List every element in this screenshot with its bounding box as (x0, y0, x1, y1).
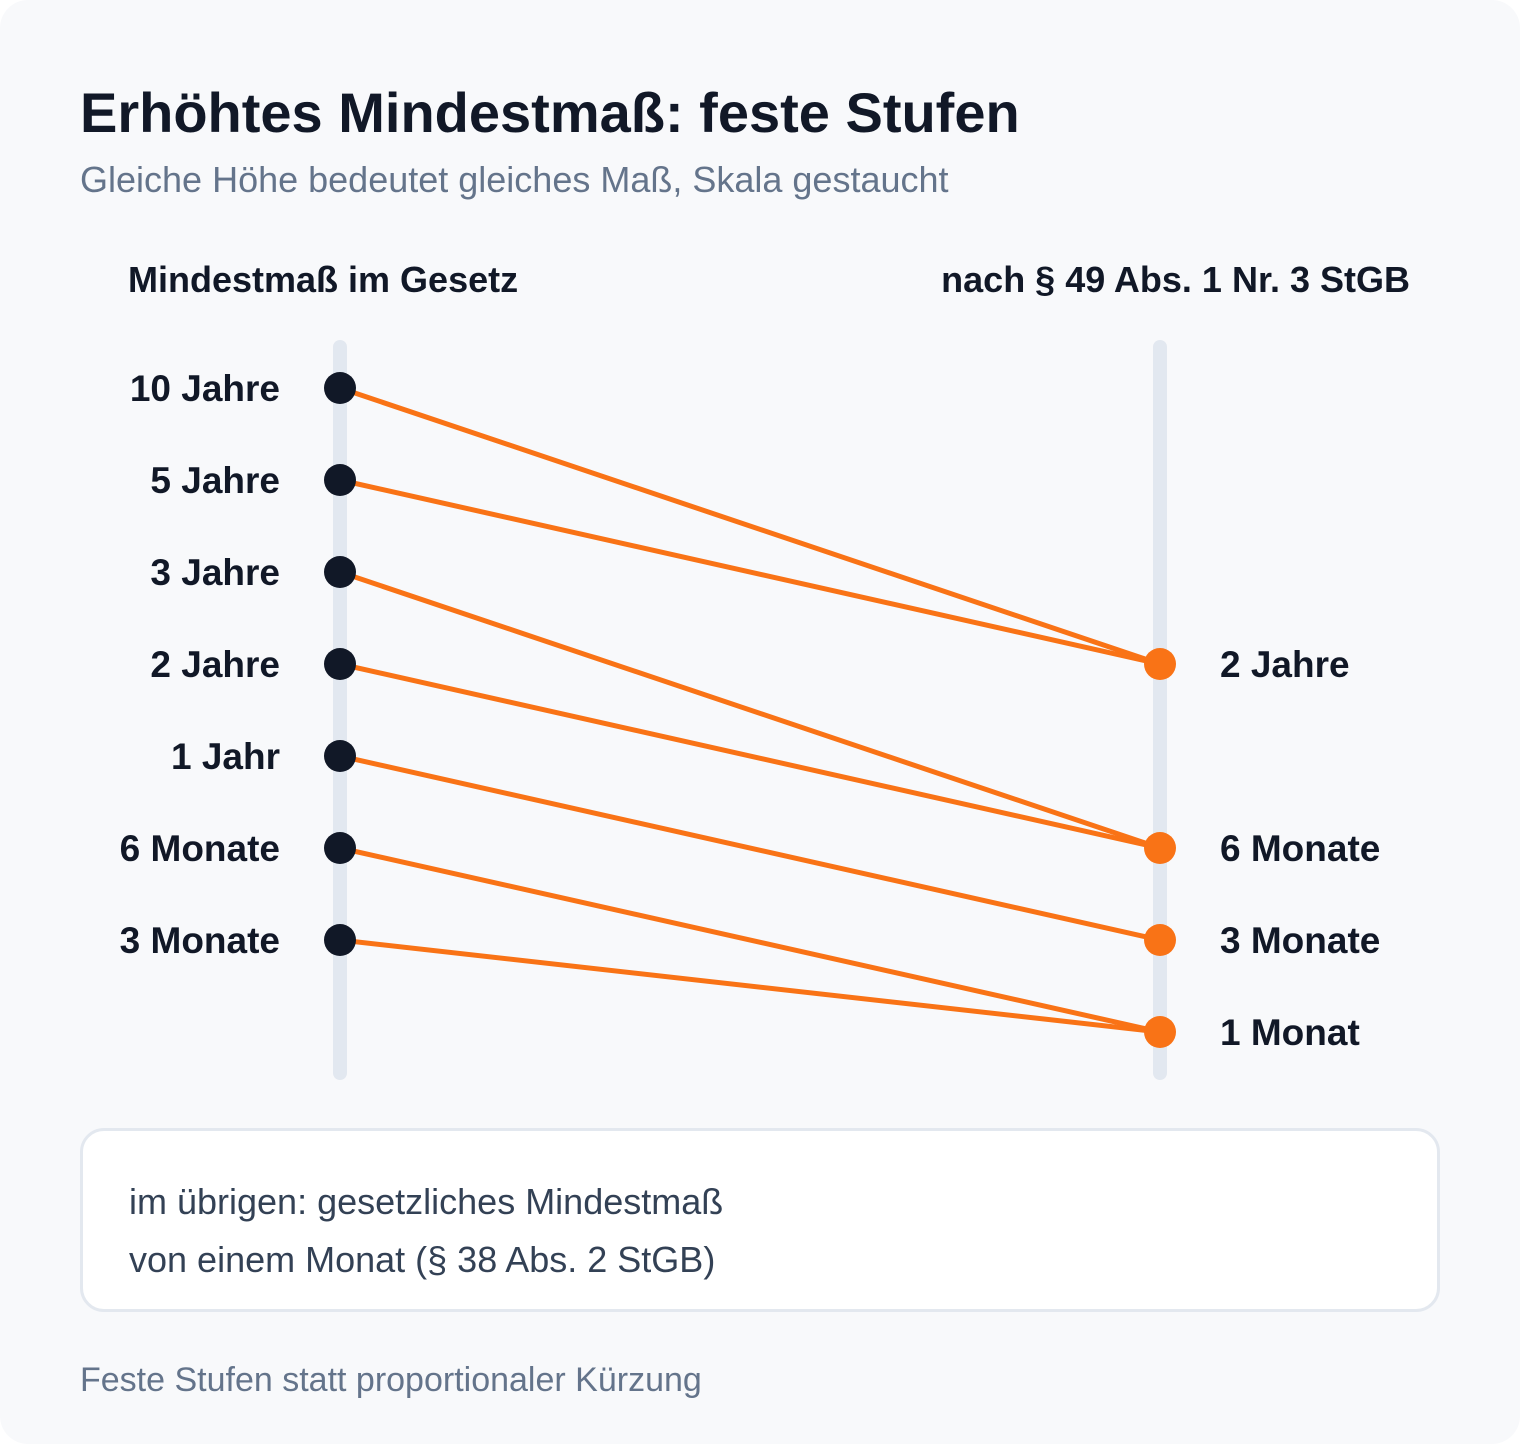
left-label-10-jahre: 10 Jahre (130, 368, 280, 409)
left-label-2-jahre: 2 Jahre (150, 644, 280, 685)
connector-2-jahre-to-6-monate (337, 661, 1163, 851)
page-subtitle: Gleiche Höhe bedeutet gleiches Maß, Skal… (80, 159, 949, 200)
footer-caption: Feste Stufen statt proportionaler Kürzun… (80, 1361, 702, 1399)
right-nodes: 2 Jahre 6 Monate 3 Monate 1 Monat (1144, 644, 1380, 1053)
left-column-heading: Mindestmaß im Gesetz (128, 259, 518, 300)
connector-1-jahr-to-3-monate (337, 753, 1163, 943)
right-node-2-jahre (1144, 648, 1176, 680)
left-label-3-jahre: 3 Jahre (150, 552, 280, 593)
connector-lines (337, 385, 1163, 1035)
left-node-3-jahre (324, 556, 356, 588)
connector-6-monate-to-1-monat (337, 845, 1163, 1035)
mapping-diagram: Mindestmaß im Gesetz nach § 49 Abs. 1 Nr… (120, 259, 1410, 1080)
right-label-6-monate: 6 Monate (1220, 828, 1380, 869)
left-node-3-monate (324, 924, 356, 956)
left-label-3-monate: 3 Monate (120, 920, 280, 961)
left-node-6-monate (324, 832, 356, 864)
right-node-6-monate (1144, 832, 1176, 864)
left-node-1-jahr (324, 740, 356, 772)
left-axis (333, 340, 347, 1080)
note-line-1: im übrigen: gesetzliches Mindestmaß (129, 1181, 724, 1222)
left-node-5-jahre (324, 464, 356, 496)
connector-3-jahre-to-6-monate (337, 569, 1163, 851)
note-line-2: von einem Monat (§ 38 Abs. 2 StGB) (129, 1239, 716, 1280)
connector-3-monate-to-1-monat (337, 937, 1163, 1035)
left-node-2-jahre (324, 648, 356, 680)
connector-5-jahre-to-2-jahre (337, 477, 1163, 667)
left-label-5-jahre: 5 Jahre (150, 460, 280, 501)
connector-10-jahre-to-2-jahre (337, 385, 1163, 667)
left-label-1-jahr: 1 Jahr (171, 736, 280, 777)
right-node-3-monate (1144, 924, 1176, 956)
right-label-3-monate: 3 Monate (1220, 920, 1380, 961)
left-nodes: 10 Jahre 5 Jahre 3 Jahre 2 Jahre 1 Jahr 6 Mon… (120, 368, 356, 961)
right-axis (1153, 340, 1167, 1080)
note-box: im übrigen: gesetzliches Mindestmaß von … (80, 1128, 1440, 1312)
right-label-2-jahre: 2 Jahre (1220, 644, 1350, 685)
right-node-1-monat (1144, 1016, 1176, 1048)
left-node-10-jahre (324, 372, 356, 404)
right-column-heading: nach § 49 Abs. 1 Nr. 3 StGB (941, 259, 1410, 300)
right-label-1-monat: 1 Monat (1220, 1012, 1360, 1053)
left-label-6-monate: 6 Monate (120, 828, 280, 869)
page-title: Erhöhtes Mindestmaß: feste Stufen (80, 81, 1020, 144)
